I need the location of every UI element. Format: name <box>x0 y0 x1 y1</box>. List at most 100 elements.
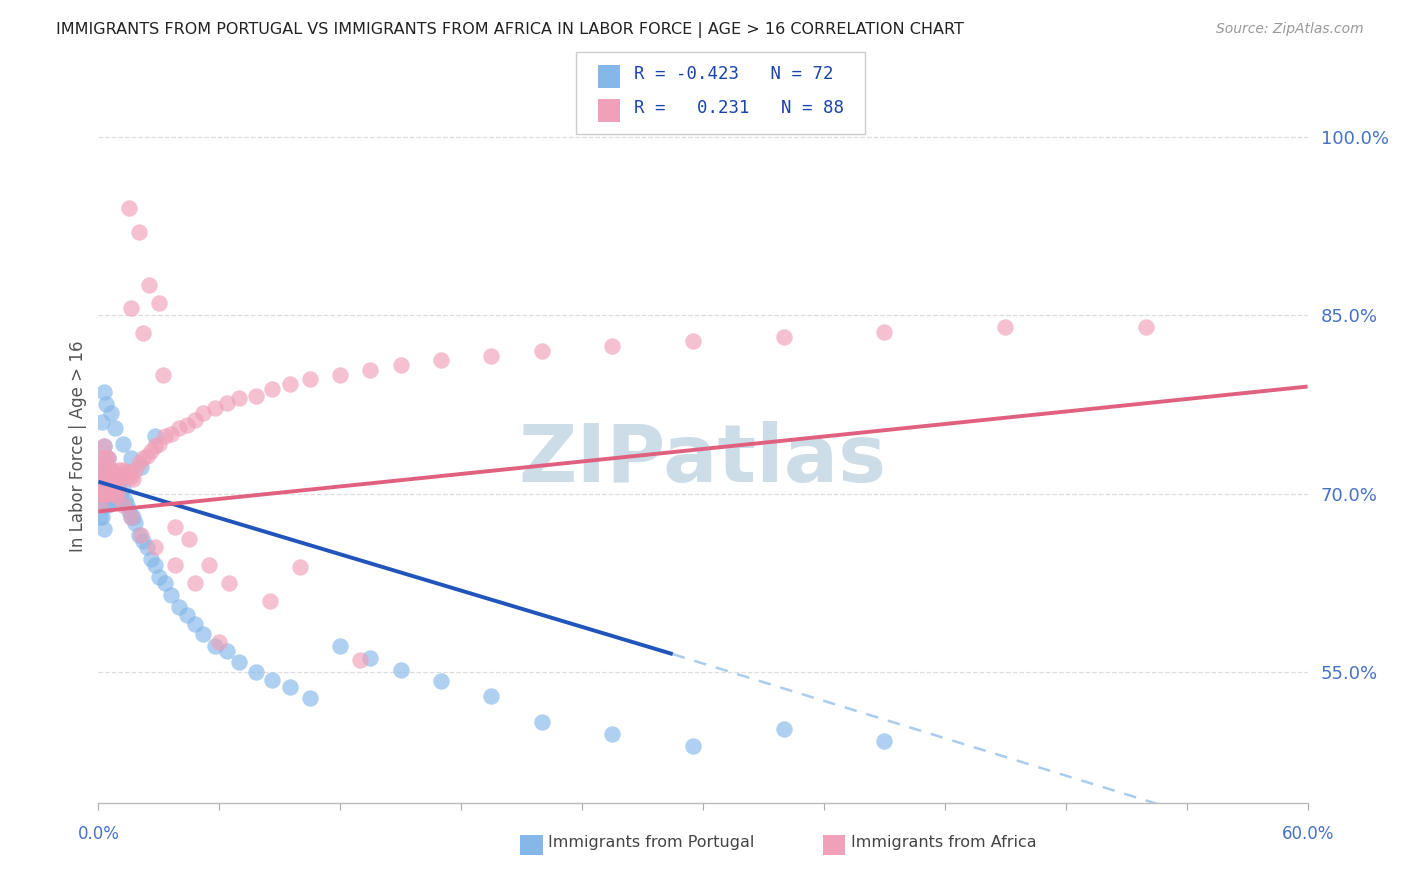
Point <box>148 436 170 450</box>
Point <box>152 368 174 382</box>
Point <box>91 475 114 489</box>
Point <box>245 389 267 403</box>
Point <box>389 358 412 372</box>
Point <box>97 450 120 465</box>
Point <box>97 468 120 483</box>
Point <box>93 439 115 453</box>
Point <box>600 339 623 353</box>
Point <box>96 486 118 500</box>
Point <box>96 486 118 500</box>
Point <box>481 689 503 703</box>
Point <box>107 463 129 477</box>
Point <box>121 510 143 524</box>
Point <box>132 326 155 340</box>
Point <box>110 468 132 483</box>
Point <box>128 528 150 542</box>
Point <box>430 674 453 689</box>
Point <box>139 443 162 458</box>
Point <box>97 475 120 489</box>
Point <box>259 593 281 607</box>
Point <box>135 449 157 463</box>
Point <box>96 397 118 411</box>
Point <box>118 504 141 518</box>
Point <box>600 727 623 741</box>
Point <box>114 492 136 507</box>
Point <box>103 475 125 489</box>
Point <box>91 475 114 489</box>
Point <box>100 406 122 420</box>
Point <box>91 415 114 429</box>
Point <box>124 463 146 477</box>
Point <box>89 499 111 513</box>
Point <box>91 510 114 524</box>
Point <box>100 486 122 500</box>
Point <box>101 465 124 479</box>
Point <box>120 301 142 315</box>
Point <box>217 396 239 410</box>
Point <box>217 643 239 657</box>
Point <box>143 540 166 554</box>
Point <box>204 639 226 653</box>
Point <box>208 635 231 649</box>
Point <box>132 534 155 549</box>
Point <box>97 499 120 513</box>
Point <box>143 439 166 453</box>
Point <box>184 617 207 632</box>
Point <box>481 349 503 363</box>
Point <box>101 484 124 499</box>
Point <box>360 650 382 665</box>
Point <box>1135 320 1157 334</box>
Point <box>299 372 322 386</box>
Text: Immigrants from Africa: Immigrants from Africa <box>851 835 1036 850</box>
Point <box>103 468 125 483</box>
Point <box>176 607 198 622</box>
Point <box>91 486 114 500</box>
Point <box>103 486 125 500</box>
Point <box>129 460 152 475</box>
Point <box>153 575 176 590</box>
Point <box>118 465 141 479</box>
Point <box>128 225 150 239</box>
Point <box>93 475 115 489</box>
Text: 0.0%: 0.0% <box>77 825 120 843</box>
Point <box>163 520 186 534</box>
Point <box>245 665 267 679</box>
Text: Source: ZipAtlas.com: Source: ZipAtlas.com <box>1216 22 1364 37</box>
Point <box>167 421 190 435</box>
Point <box>93 439 115 453</box>
Point <box>96 475 118 489</box>
Point <box>873 734 896 748</box>
Point <box>91 450 114 465</box>
Point <box>93 463 115 477</box>
Y-axis label: In Labor Force | Age > 16: In Labor Force | Age > 16 <box>69 340 87 552</box>
Point <box>530 714 553 729</box>
Point <box>103 421 125 435</box>
Point <box>143 558 166 572</box>
Point <box>218 575 240 590</box>
Point <box>93 486 115 500</box>
Point <box>115 468 138 483</box>
Point <box>121 472 143 486</box>
Text: R =   0.231   N = 88: R = 0.231 N = 88 <box>634 99 844 117</box>
Point <box>148 570 170 584</box>
Point <box>176 417 198 432</box>
Point <box>89 510 111 524</box>
Point <box>135 540 157 554</box>
Point <box>105 489 128 503</box>
Point <box>114 465 136 479</box>
Point <box>103 475 125 489</box>
Point <box>278 681 301 695</box>
Point <box>101 492 124 507</box>
Point <box>107 481 129 495</box>
Point <box>360 363 382 377</box>
Point <box>329 368 352 382</box>
Point <box>184 575 207 590</box>
Point <box>132 450 155 465</box>
Point <box>204 401 226 415</box>
Point <box>120 450 142 465</box>
Point <box>111 499 134 513</box>
Point <box>111 463 134 477</box>
Point <box>148 296 170 310</box>
Point <box>96 450 118 465</box>
Point <box>163 558 186 572</box>
